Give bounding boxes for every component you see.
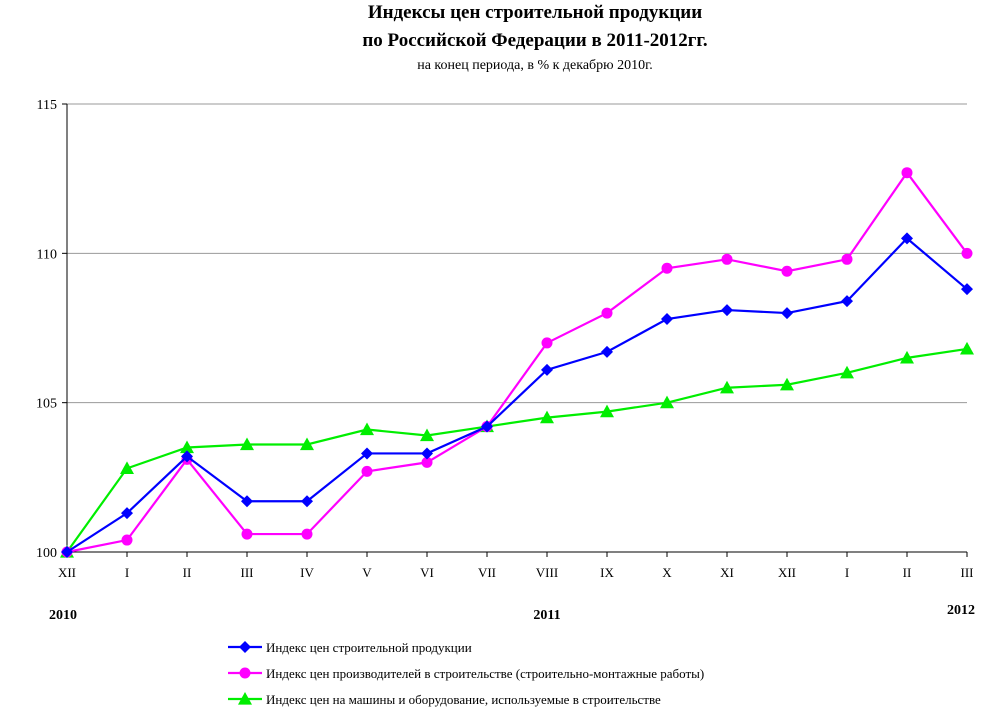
x-tick-label: II: [183, 565, 192, 580]
data-point-triangle: [360, 422, 374, 436]
x-tick-label: V: [362, 565, 372, 580]
series-line: [66, 170, 968, 554]
data-point-circle: [661, 262, 673, 274]
data-point-circle: [541, 337, 553, 349]
data-point-triangle: [120, 461, 134, 474]
series-1: [61, 232, 973, 558]
data-point-diamond: [239, 641, 251, 653]
y-tick-label: 100: [36, 546, 57, 561]
x-tick-label: I: [845, 565, 849, 580]
data-point-diamond: [61, 546, 73, 558]
x-tick-label: VI: [420, 565, 434, 580]
data-point-diamond: [421, 447, 433, 460]
legend-item: Индекс цен строительной продукции: [228, 640, 472, 655]
data-point-triangle: [660, 395, 674, 409]
data-point-diamond: [481, 420, 493, 433]
data-point-triangle: [840, 365, 854, 379]
series-3: [60, 341, 974, 558]
data-point-circle: [241, 528, 253, 540]
data-point-circle: [239, 667, 251, 679]
data-point-circle: [841, 253, 853, 265]
data-point-circle: [781, 265, 793, 277]
data-point-circle: [721, 253, 733, 265]
legend-label: Индекс цен строительной продукции: [266, 640, 472, 655]
data-point-circle: [121, 534, 133, 546]
y-tick-label: 105: [36, 397, 57, 412]
data-point-triangle: [300, 437, 314, 451]
x-tick-label: IX: [600, 565, 614, 580]
x-tick-label: IV: [300, 565, 314, 580]
x-tick-label: VIII: [536, 565, 558, 580]
data-point-diamond: [721, 304, 733, 317]
x-tick-label: XI: [720, 565, 734, 580]
data-point-diamond: [601, 345, 613, 358]
x-tick-label: III: [961, 565, 974, 580]
x-tick-label: XII: [58, 565, 76, 580]
data-point-circle: [361, 465, 373, 477]
data-point-circle: [961, 247, 973, 259]
series-2: [61, 167, 973, 558]
data-point-triangle: [720, 380, 734, 394]
data-point-diamond: [661, 313, 673, 326]
data-point-circle: [301, 528, 313, 540]
year-label: 2010: [49, 608, 77, 623]
x-tick-label: VII: [478, 565, 496, 580]
data-point-triangle: [960, 341, 974, 355]
legend-label: Индекс цен производителей в строительств…: [266, 666, 704, 681]
year-label: 2011: [533, 608, 560, 623]
data-point-circle: [601, 307, 613, 319]
data-point-diamond: [841, 295, 853, 308]
data-point-diamond: [121, 507, 133, 520]
data-point-diamond: [361, 447, 373, 460]
data-point-diamond: [181, 450, 193, 463]
legend-item: Индекс цен на машины и оборудование, исп…: [228, 692, 661, 707]
x-tick-label: X: [662, 565, 672, 580]
series-line: [66, 236, 968, 553]
data-point-triangle: [540, 410, 554, 424]
data-point-triangle: [900, 350, 914, 364]
data-point-triangle: [180, 440, 194, 454]
series-line: [66, 347, 968, 553]
y-tick-label: 110: [37, 247, 57, 262]
x-tick-label: XII: [778, 565, 796, 580]
data-point-triangle: [240, 437, 254, 451]
year-label: 2012: [947, 603, 975, 618]
x-tick-label: II: [903, 565, 912, 580]
chart-subtitle: на конец периода, в % к декабрю 2010г.: [417, 58, 653, 73]
data-point-triangle: [420, 428, 434, 442]
x-tick-label: I: [125, 565, 129, 580]
chart-title: Индексы цен строительной продукции: [367, 2, 703, 23]
data-point-circle: [901, 167, 913, 179]
data-point-diamond: [961, 283, 973, 296]
y-tick-label: 115: [37, 98, 57, 113]
data-point-diamond: [541, 363, 553, 376]
data-point-diamond: [781, 307, 793, 320]
data-point-diamond: [301, 495, 313, 508]
data-point-diamond: [901, 232, 913, 245]
x-tick-label: III: [241, 565, 254, 580]
legend-item: Индекс цен производителей в строительств…: [228, 666, 704, 681]
data-point-diamond: [241, 495, 253, 508]
data-point-triangle: [780, 377, 794, 391]
chart-title-line2: по Российской Федерации в 2011-2012гг.: [362, 30, 708, 51]
data-point-triangle: [238, 692, 252, 705]
data-point-circle: [421, 456, 433, 468]
data-point-triangle: [600, 404, 614, 418]
legend-label: Индекс цен на машины и оборудование, исп…: [266, 692, 661, 707]
